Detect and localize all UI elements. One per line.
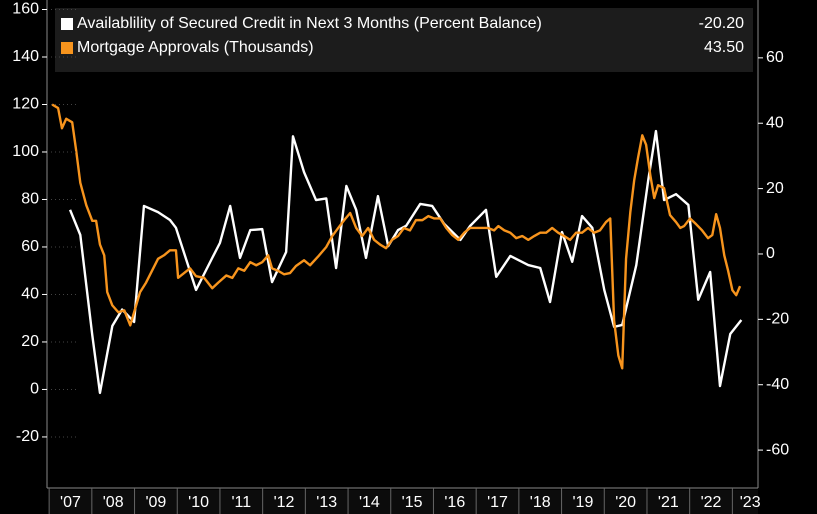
legend-label: Mortgage Approvals (Thousands) [77, 39, 314, 56]
y2-tick-label: 20 [766, 180, 784, 197]
y2-tick-label: 60 [766, 49, 784, 66]
x-tick-label: '18 [530, 494, 551, 511]
y-tick-label: 140 [12, 48, 39, 65]
y-tick-label: 0 [30, 381, 39, 398]
series-line [68, 129, 743, 395]
x-tick-label: '07 [60, 494, 81, 511]
x-tick-label: '21 [658, 494, 679, 511]
y-tick-label: 160 [12, 1, 39, 18]
x-tick-label: '20 [615, 494, 636, 511]
x-axis-band [49, 490, 758, 514]
x-tick-label: '13 [316, 494, 337, 511]
legend: Availablility of Secured Credit in Next … [61, 15, 744, 56]
x-tick-label: '11 [231, 494, 251, 511]
y-tick-label: 100 [12, 143, 39, 160]
y2-tick-label: 0 [766, 245, 775, 262]
legend-swatch [61, 42, 73, 54]
legend-label: Availablility of Secured Credit in Next … [77, 15, 542, 32]
x-tick-label: '15 [402, 494, 423, 511]
legend-swatch [61, 18, 73, 30]
x-tick-label: '12 [274, 494, 295, 511]
x-tick-label: '10 [188, 494, 209, 511]
y2-tick-label: 40 [766, 114, 784, 131]
legend-box [55, 8, 753, 72]
y-tick-label: 120 [12, 96, 39, 113]
legend-value: 43.50 [704, 39, 744, 56]
legend-value: -20.20 [699, 15, 744, 32]
x-tick-label: '23 [740, 494, 761, 511]
y2-tick-label: -40 [766, 376, 789, 393]
x-tick-label: '16 [444, 494, 465, 511]
x-tick-label: '17 [487, 494, 508, 511]
x-tick-label: '22 [701, 494, 722, 511]
y2-tick-label: -20 [766, 311, 789, 328]
x-tick-label: '09 [145, 494, 166, 511]
x-tick-label: '08 [103, 494, 124, 511]
y-tick-label: 60 [21, 238, 39, 255]
x-tick-label: '14 [359, 494, 380, 511]
y2-tick-label: -60 [766, 441, 789, 458]
y-tick-label: -20 [16, 428, 39, 445]
plot [51, 103, 743, 395]
y-tick-label: 80 [21, 191, 39, 208]
y-tick-label: 40 [21, 286, 39, 303]
series-line [51, 103, 742, 370]
x-tick-label: '19 [572, 494, 593, 511]
y-tick-label: 20 [21, 333, 39, 350]
